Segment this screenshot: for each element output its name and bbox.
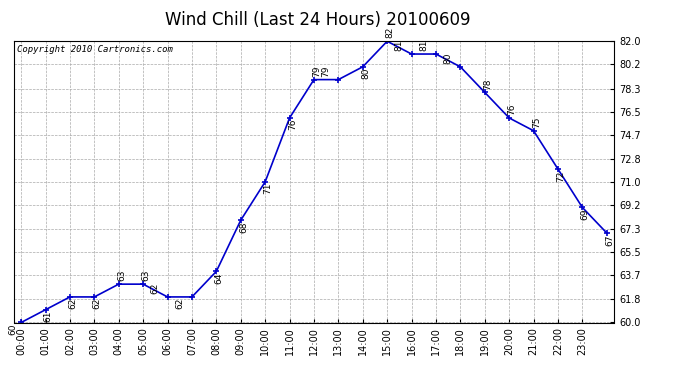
Text: Wind Chill (Last 24 Hours) 20100609: Wind Chill (Last 24 Hours) 20100609 xyxy=(165,11,470,29)
Text: 79: 79 xyxy=(322,65,331,77)
Text: 80: 80 xyxy=(361,68,370,80)
Text: 71: 71 xyxy=(264,183,273,194)
Text: 81: 81 xyxy=(395,40,404,51)
Text: 81: 81 xyxy=(419,40,428,51)
Text: 72: 72 xyxy=(556,170,565,182)
Text: 79: 79 xyxy=(313,65,322,77)
Text: 61: 61 xyxy=(43,311,53,322)
Text: 67: 67 xyxy=(605,234,614,246)
Text: 62: 62 xyxy=(175,298,184,309)
Text: 68: 68 xyxy=(239,221,248,233)
Text: 60: 60 xyxy=(8,324,17,335)
Text: 62: 62 xyxy=(92,298,101,309)
Text: 62: 62 xyxy=(150,283,159,294)
Text: 62: 62 xyxy=(68,298,77,309)
Text: 82: 82 xyxy=(386,27,395,39)
Text: 69: 69 xyxy=(581,209,590,220)
Text: 64: 64 xyxy=(215,273,224,284)
Text: 80: 80 xyxy=(444,53,453,64)
Text: 63: 63 xyxy=(141,270,150,281)
Text: 63: 63 xyxy=(117,270,126,281)
Text: 78: 78 xyxy=(483,78,492,90)
Text: Copyright 2010 Cartronics.com: Copyright 2010 Cartronics.com xyxy=(17,45,172,54)
Text: 76: 76 xyxy=(288,119,297,130)
Text: 76: 76 xyxy=(507,104,516,115)
Text: 75: 75 xyxy=(532,117,541,128)
